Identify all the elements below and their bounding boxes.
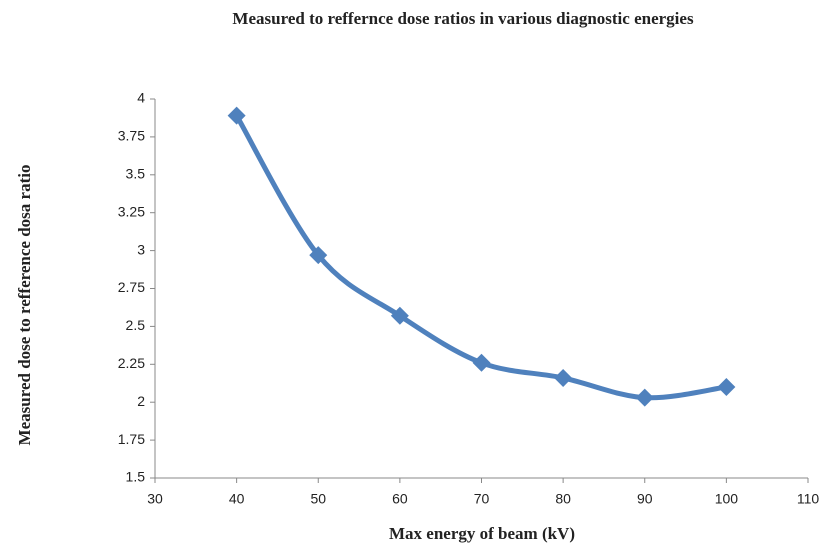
x-tick-label: 50: [310, 491, 326, 507]
x-tick-label: 80: [555, 491, 571, 507]
data-point: [390, 306, 409, 325]
x-tick-label: 110: [797, 491, 820, 507]
data-point: [309, 246, 328, 265]
data-point: [227, 106, 246, 125]
x-tick-label: 30: [147, 491, 163, 507]
data-point: [472, 353, 491, 372]
x-tick-label: 60: [392, 491, 408, 507]
data-point: [635, 388, 654, 407]
y-tick-label: 3: [137, 241, 145, 257]
y-tick-label: 3.75: [118, 128, 145, 144]
y-tick-label: 2: [137, 393, 145, 409]
x-tick-label: 40: [229, 491, 245, 507]
data-point: [554, 368, 573, 387]
y-tick-label: 3.25: [118, 203, 145, 219]
x-tick-label: 100: [715, 491, 739, 507]
x-tick-label: 70: [474, 491, 490, 507]
y-tick-label: 1.75: [118, 431, 145, 447]
y-tick-label: 3.5: [126, 166, 146, 182]
y-axis-label: Measured dose to refference dosa ratio: [15, 165, 34, 446]
y-tick-label: 1.5: [126, 469, 146, 485]
y-tick-label: 2.25: [118, 355, 145, 371]
y-tick-label: 4: [137, 90, 145, 106]
x-tick-label: 90: [637, 491, 653, 507]
chart-title: Measured to reffernce dose ratios in var…: [232, 9, 694, 28]
data-point: [717, 378, 736, 397]
x-axis-label: Max energy of beam (kV): [389, 524, 575, 543]
y-tick-label: 2.75: [118, 279, 145, 295]
y-tick-label: 2.5: [126, 317, 146, 333]
